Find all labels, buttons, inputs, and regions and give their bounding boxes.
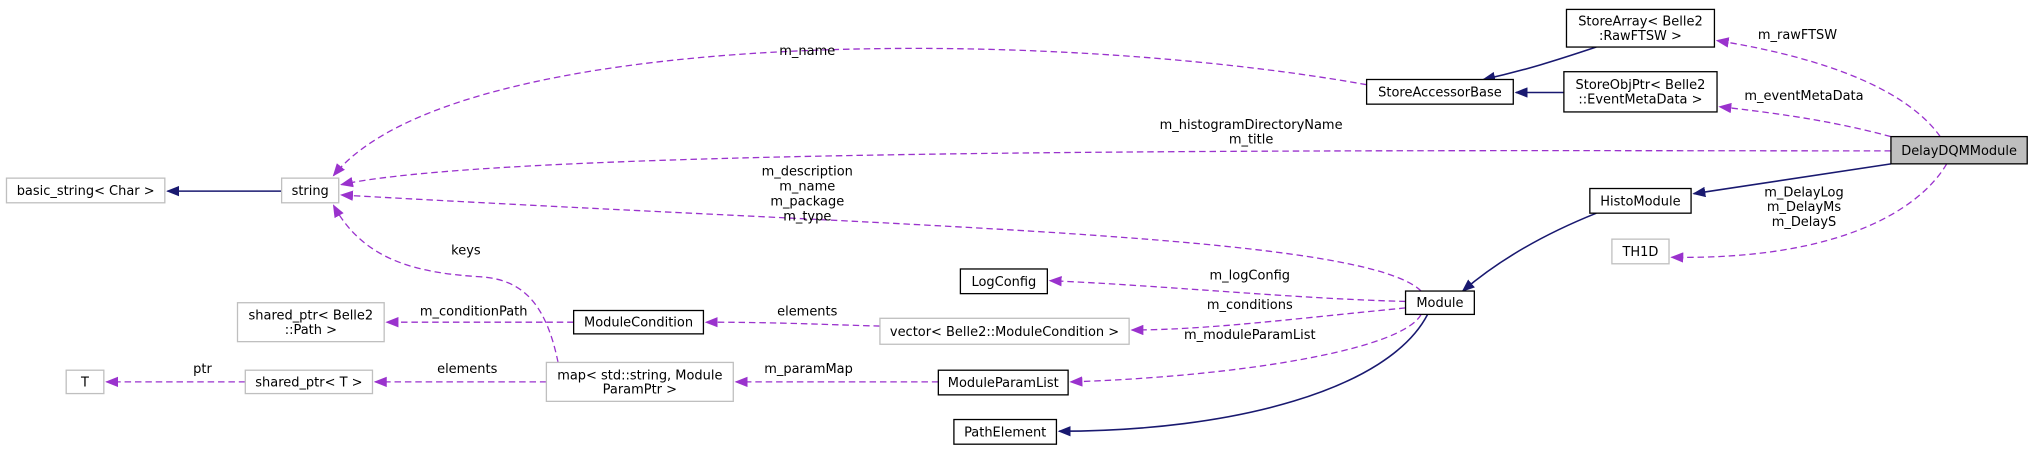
edge-label: m_description <box>762 165 853 180</box>
edge-label: m_histogramDirectoryName <box>1160 118 1343 133</box>
edge-label: m_name <box>779 179 835 194</box>
class-node <box>244 369 374 395</box>
class-node <box>1890 135 2028 165</box>
class-node <box>959 268 1048 295</box>
edge-label: m_DelayMs <box>1767 200 1841 215</box>
node-label: TH1D <box>1621 245 1658 260</box>
node-label: StoreAccessorBase <box>1378 85 1502 100</box>
usage-edge <box>1718 102 1892 138</box>
edge-label: m_name <box>779 44 835 59</box>
node-label: PathElement <box>964 425 1046 440</box>
node-label: basic_string< Char > <box>17 184 155 199</box>
node-label: :RawFTSW > <box>1599 29 1682 44</box>
node-label: ParamPtr > <box>603 383 677 398</box>
node-label: HistoModule <box>1600 194 1680 209</box>
inheritance-edge <box>1482 46 1597 83</box>
class-node <box>1563 71 1718 113</box>
edge-label: m_conditionPath <box>420 305 528 320</box>
edge-label: m_conditions <box>1207 298 1293 313</box>
node-label: map< std::string, Module <box>557 368 722 383</box>
class-node <box>572 309 705 335</box>
class-node <box>1365 78 1514 105</box>
class-node <box>937 369 1069 396</box>
node-label: shared_ptr< Belle2 <box>249 309 374 324</box>
node-label: ::EventMetaData > <box>1578 93 1702 108</box>
edge-label: m_paramMap <box>764 362 853 377</box>
edge-label: m_DelayS <box>1772 215 1837 230</box>
edge-label: m_type <box>783 209 831 224</box>
edge-label: m_logConfig <box>1210 268 1291 283</box>
class-node <box>1404 290 1475 316</box>
class-node <box>65 369 105 395</box>
node-label: LogConfig <box>971 275 1036 290</box>
node-label: StoreArray< Belle2 <box>1578 15 1703 30</box>
edge-label: m_DelayLog <box>1764 185 1843 200</box>
class-node <box>1565 8 1716 48</box>
edge-label: elements <box>437 362 497 377</box>
usage-edge <box>1670 163 1948 263</box>
inheritance-edge <box>1461 212 1597 292</box>
class-node <box>1589 187 1692 214</box>
usage-edge <box>1069 314 1422 387</box>
usage-edge <box>340 190 1422 292</box>
node-label: shared_ptr< T > <box>255 375 362 390</box>
edge-label: m_eventMetaData <box>1744 89 1863 104</box>
usage-edge <box>340 149 1891 188</box>
class-node <box>953 418 1058 445</box>
edge-label: keys <box>451 244 481 259</box>
class-node <box>236 302 385 343</box>
edge-label: m_rawFTSW <box>1758 28 1837 43</box>
edge-label: m_package <box>770 194 844 209</box>
edge-label: m_moduleParamList <box>1184 328 1316 343</box>
node-label: T <box>80 375 89 390</box>
usage-edge <box>1048 275 1406 303</box>
edge-label: ptr <box>193 362 212 377</box>
usage-edge <box>1715 37 1941 137</box>
edge-label: m_title <box>1229 133 1273 148</box>
class-node <box>545 361 734 403</box>
inheritance-edge <box>1057 314 1429 437</box>
node-label: StoreObjPtr< Belle2 <box>1576 78 1706 93</box>
node-label: string <box>292 184 329 199</box>
class-node <box>1611 238 1670 265</box>
class-node <box>280 177 340 204</box>
inheritance-edge <box>1692 163 1892 198</box>
node-label: ModuleCondition <box>584 316 693 331</box>
class-node <box>5 177 166 204</box>
edge-label: elements <box>777 305 837 320</box>
usage-edge <box>332 47 1367 177</box>
node-label: vector< Belle2::ModuleCondition > <box>890 325 1119 340</box>
usage-edge <box>1130 307 1406 336</box>
node-label: ::Path > <box>285 323 337 338</box>
usage-edge <box>332 204 559 363</box>
node-label: Module <box>1416 296 1463 311</box>
class-node <box>879 317 1130 345</box>
node-label: DelayDQMModule <box>1901 144 2017 159</box>
node-label: ModuleParamList <box>948 376 1059 391</box>
usage-edge <box>704 316 880 328</box>
